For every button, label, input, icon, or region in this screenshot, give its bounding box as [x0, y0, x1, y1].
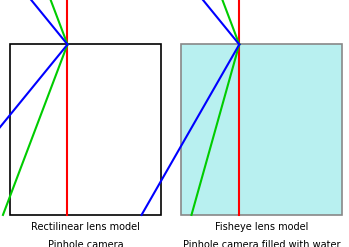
Text: Fisheye lens model: Fisheye lens model — [215, 222, 309, 232]
Text: Pinhole camera filled with water: Pinhole camera filled with water — [183, 240, 341, 247]
Text: Pinhole camera: Pinhole camera — [48, 240, 123, 247]
Bar — [181, 44, 342, 215]
Bar — [10, 44, 161, 215]
Text: Rectilinear lens model: Rectilinear lens model — [31, 222, 140, 232]
